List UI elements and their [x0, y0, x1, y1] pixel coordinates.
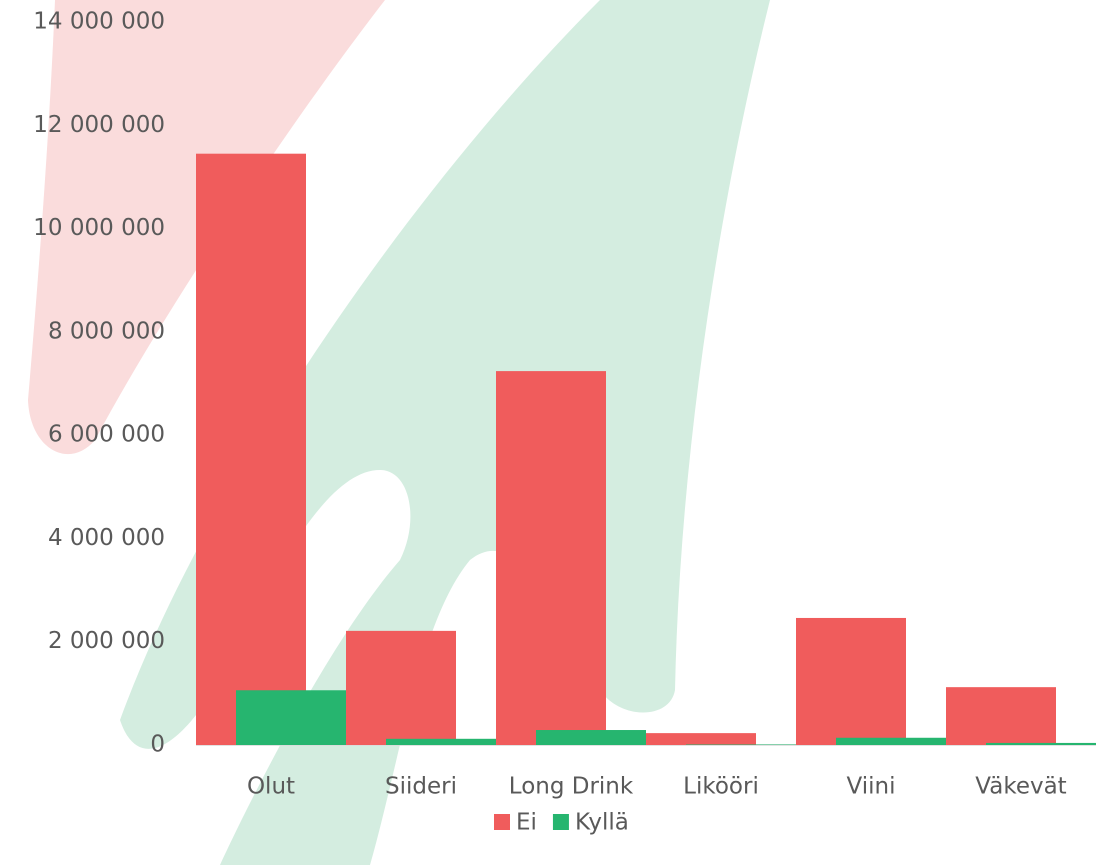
- y-tick-label: 8 000 000: [48, 318, 165, 344]
- bar: [236, 690, 346, 745]
- bar: [836, 738, 946, 745]
- bar: [986, 743, 1096, 745]
- x-tick-label: Likööri: [683, 774, 759, 800]
- bar: [536, 730, 646, 745]
- chart: 0 2 000 000 4 000 000 6 000 000 8 000 000 10 …: [0, 0, 1110, 865]
- bar: [646, 733, 756, 745]
- bar: [946, 687, 1056, 745]
- bar: [346, 631, 456, 745]
- legend-swatch: [494, 814, 510, 830]
- y-tick-label: 4 000 000: [48, 525, 165, 551]
- x-tick-label: Väkevät: [975, 774, 1066, 800]
- x-tick-label: Siideri: [385, 774, 457, 800]
- x-tick-label: Viini: [847, 774, 896, 800]
- bar: [686, 744, 796, 745]
- legend-label: Ei: [516, 810, 537, 836]
- bar: [796, 618, 906, 745]
- legend-label: Kyllä: [575, 810, 629, 836]
- legend-swatch: [553, 814, 569, 830]
- y-tick-label: 10 000 000: [33, 215, 165, 241]
- bar: [496, 371, 606, 745]
- bar: [196, 154, 306, 745]
- y-tick-label: 2 000 000: [48, 628, 165, 654]
- x-tick-label: Olut: [247, 774, 295, 800]
- y-tick-label: 14 000 000: [33, 9, 165, 35]
- y-tick-label: 12 000 000: [33, 112, 165, 138]
- bar: [386, 739, 496, 745]
- x-tick-label: Long Drink: [509, 774, 634, 800]
- y-tick-label: 6 000 000: [48, 422, 165, 448]
- y-tick-label: 0: [150, 732, 165, 758]
